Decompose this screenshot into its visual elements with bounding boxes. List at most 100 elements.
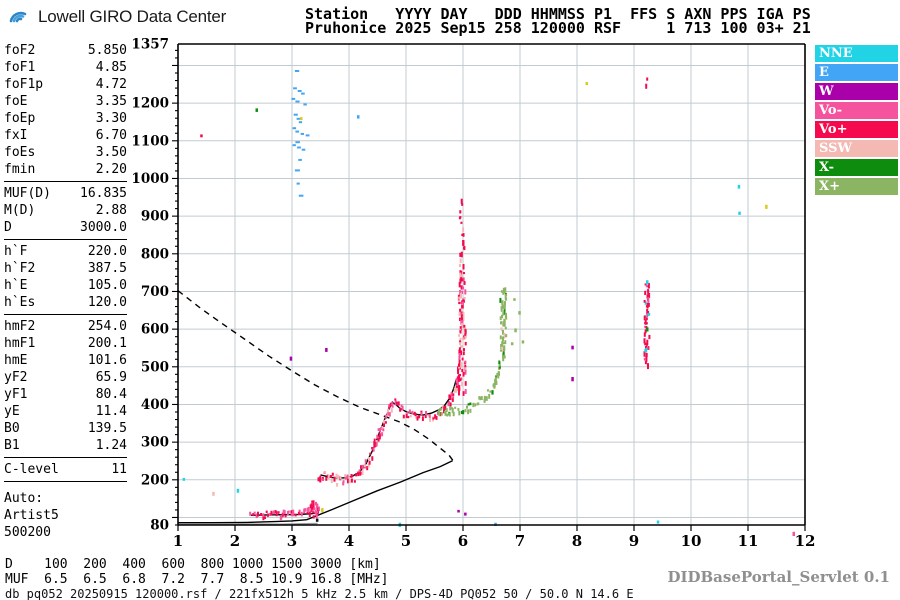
panel-divider [4,457,127,458]
autoscaling-block: Auto: Artist5 500200 [4,490,127,541]
parameter-value: 3000.0 [80,220,127,235]
parameter-value: 11 [111,462,127,477]
y-axis-tick-label: 200 [141,472,169,488]
legend-item-e: E [815,64,898,81]
x-axis-tick-label: 11 [738,532,759,550]
ionogram-record-header: Station YYYY DAY DDD HHMMSS P1 FFS S AXN… [305,5,811,36]
parameter-value: 105.0 [87,278,127,293]
parameter-label: foF2 [4,43,36,58]
parameter-label: C-level [4,462,59,477]
parameter-label: foE [4,94,28,109]
legend-item-nne: NNE [815,45,898,62]
app-header: Lowell GIRO Data Center [8,5,226,29]
parameter-value: 3.50 [95,145,127,160]
x-axis-tick-label: 1 [173,532,183,550]
parameter-value: 2.88 [95,203,127,218]
autoscaling-line: Artist5 [4,508,59,523]
parameter-value: 4.72 [95,77,127,92]
y-axis-tick-label: 900 [141,209,169,225]
parameter-value: 200.1 [87,336,127,351]
parameter-row: M(D) 2.88 [4,202,127,219]
legend-item-w: W [815,83,898,100]
x-axis-tick-label: 12 [795,532,816,550]
parameter-row: foEs 3.50 [4,144,127,161]
panel-divider [4,314,127,315]
y-axis-tick-label: 500 [141,359,169,375]
parameter-label: yF2 [4,370,28,385]
x-axis-tick-label: 3 [287,532,297,550]
y-axis-tick-label: 1100 [131,133,169,149]
parameter-value: 2.20 [95,162,127,177]
parameter-panel: foF2 5.850 foF1 4.85 foF1p 4.72 foE 3.35 foEp 3.3… [4,42,127,541]
parameter-label: yE [4,404,20,419]
parameter-row: B0 139.5 [4,420,127,437]
parameter-label: foF1 [4,60,36,75]
y-axis-tick-label: 700 [141,284,169,300]
servlet-version-label: DIDBasePortal_Servlet 0.1 [667,568,890,586]
parameter-row: C-level 11 [4,461,127,478]
parameter-label: yF1 [4,387,28,402]
transmission-curve [177,290,454,461]
legend-item-xplus: X+ [815,178,898,195]
x-axis-tick-label: 4 [344,532,354,550]
parameter-label: h`E [4,278,28,293]
x-axis-tick-label: 7 [515,532,525,550]
y-axis-tick-label: 600 [141,322,169,338]
legend-item-voplus: Vo+ [815,121,898,138]
parameter-label: foEp [4,111,36,126]
x-axis-tick-label: 2 [230,532,240,550]
parameter-row: hmE 101.6 [4,352,127,369]
parameter-label: MUF(D) [4,186,51,201]
parameter-row: foF2 5.850 [4,42,127,59]
parameter-row: hmF2 254.0 [4,318,127,335]
y-axis-tick-label: 1000 [131,171,169,187]
parameter-label: hmF1 [4,336,36,351]
autoscaling-line: 500200 [4,525,51,540]
parameter-row: foE 3.35 [4,93,127,110]
parameter-label: B0 [4,421,20,436]
parameter-row: yE 11.4 [4,403,127,420]
parameter-row: D 3000.0 [4,219,127,236]
legend-item-ssw: SSW [815,140,898,157]
x-axis-tick-label: 9 [629,532,639,550]
giro-logo-icon [9,11,27,23]
parameter-label: hmE [4,353,28,368]
app-title: Lowell GIRO Data Center [38,7,227,26]
parameter-value: 5.850 [87,43,127,58]
parameter-label: fmin [4,162,36,177]
parameter-value: 387.5 [87,261,127,276]
parameter-label: foF1p [4,77,44,92]
x-axis-tick-label: 5 [401,532,411,550]
parameter-value: 11.4 [95,404,127,419]
panel-divider [4,481,127,482]
parameter-value: 6.70 [95,128,127,143]
record-header-line1: Station YYYY DAY DDD HHMMSS P1 FFS S AXN… [305,5,811,23]
parameter-row: foF1 4.85 [4,59,127,76]
x-axis-tick-label: 6 [458,532,468,550]
autoscaling-line: Auto: [4,491,44,506]
parameter-row: h`Es 120.0 [4,294,127,311]
parameter-row: yF2 65.9 [4,369,127,386]
parameter-value: 4.85 [95,60,127,75]
x-axis-tick-label: 8 [572,532,582,550]
panel-divider [4,181,127,182]
parameter-label: B1 [4,438,20,453]
legend-item-xminus: X- [815,159,898,176]
x-axis-tick-label: 10 [681,532,702,550]
echo-direction-legend: NNE E W Vo- Vo+ SSW X- X+ [815,45,898,197]
true-height-profile [178,459,454,524]
parameter-row: h`F 220.0 [4,243,127,260]
parameter-value: 3.35 [95,94,127,109]
parameter-row: B1 1.24 [4,437,127,454]
parameter-value: 220.0 [87,244,127,259]
parameter-value: 120.0 [87,295,127,310]
parameter-value: 1.24 [95,438,127,453]
fitted-o-trace [320,379,457,479]
parameter-value: 254.0 [87,319,127,334]
parameter-row: foEp 3.30 [4,110,127,127]
parameter-row: yF1 80.4 [4,386,127,403]
baseline-gray [178,522,318,525]
parameter-row: MUF(D) 16.835 [4,185,127,202]
